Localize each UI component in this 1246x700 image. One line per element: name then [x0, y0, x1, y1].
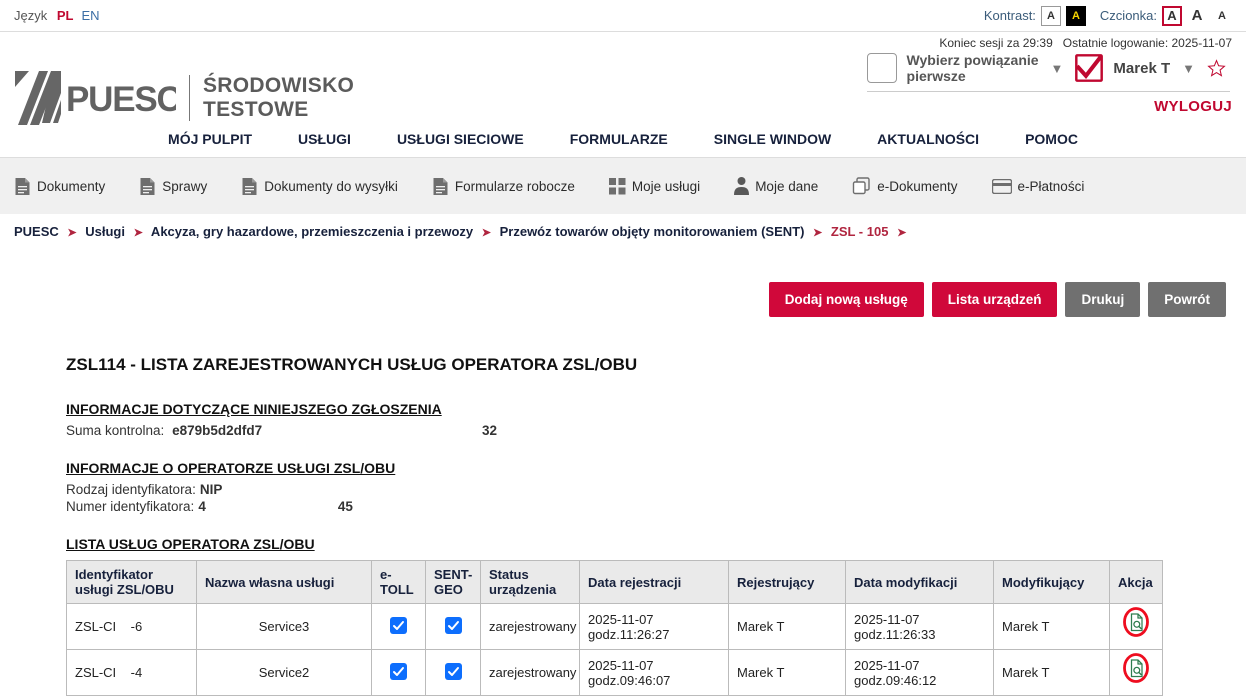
svg-text:PUESC: PUESC	[66, 80, 176, 119]
